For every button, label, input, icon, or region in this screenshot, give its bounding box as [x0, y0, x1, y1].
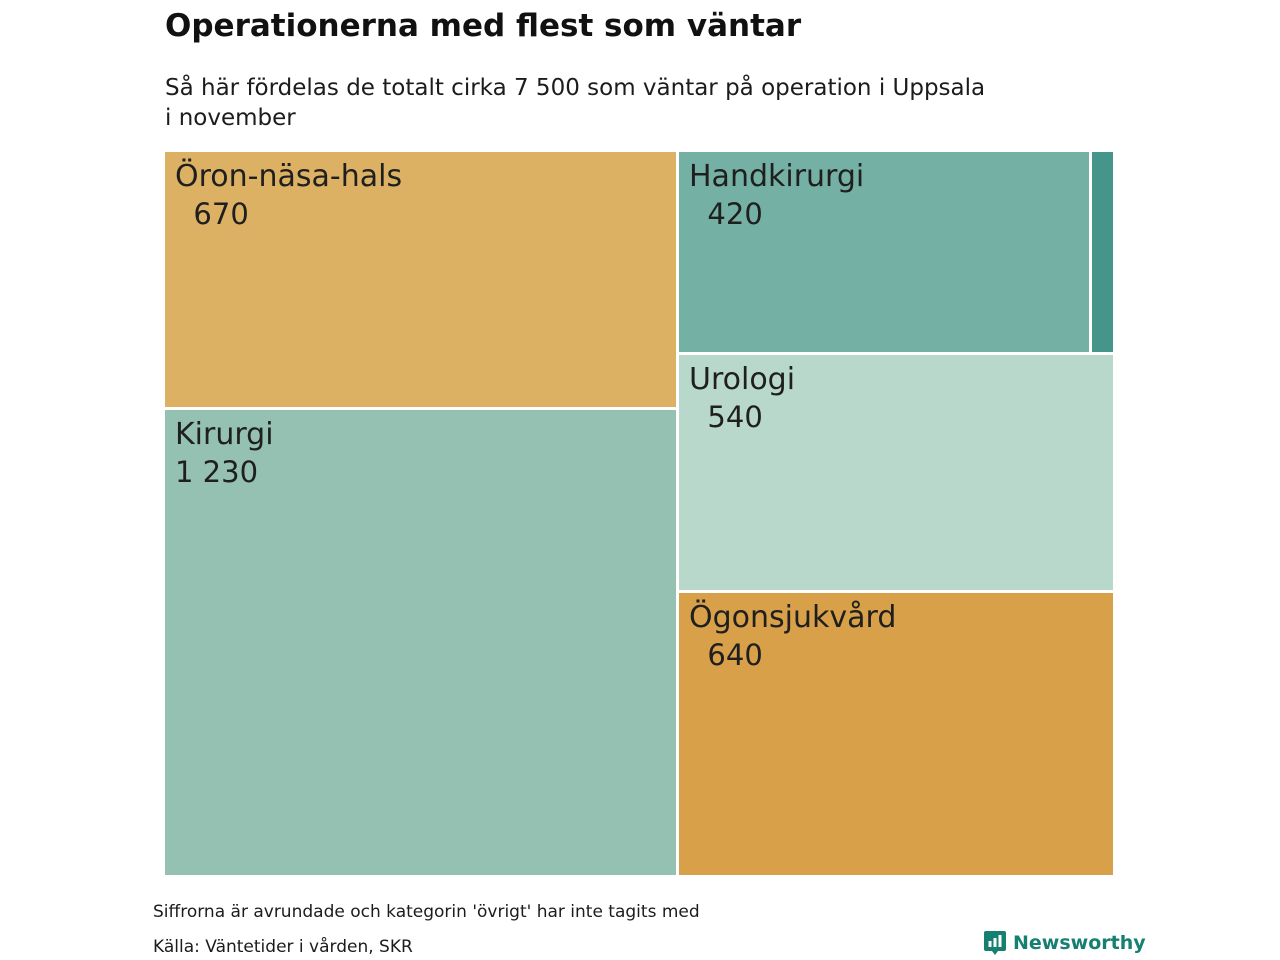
treemap-tile-handkirurgi: Handkirurgi 420	[679, 152, 1089, 352]
tile-label: Urologi	[689, 362, 796, 397]
tile-value: 1 230	[175, 454, 259, 489]
tile-value: 540	[689, 399, 763, 434]
newsworthy-brand-text: Newsworthy	[1013, 932, 1146, 954]
chart-source: Källa: Väntetider i vården, SKR	[153, 937, 413, 957]
tile-label: Kirurgi	[175, 417, 274, 452]
tile-value: 420	[689, 196, 763, 231]
tile-label: Ögonsjukvård	[689, 600, 897, 635]
treemap-tile-kirurgi: Kirurgi 1 230	[165, 410, 676, 875]
treemap-tile-ogonsjukvard: Ögonsjukvård 640	[679, 593, 1113, 875]
newsworthy-logo-icon	[984, 931, 1006, 955]
treemap-tile-urologi: Urologi 540	[679, 355, 1113, 590]
chart-footnote: Siffrorna är avrundade och kategorin 'öv…	[153, 902, 700, 922]
treemap-tile-oron-nasa-hals: Öron-näsa-hals 670	[165, 152, 676, 407]
tile-label: Öron-näsa-hals	[175, 159, 403, 194]
tile-value: 640	[689, 637, 763, 672]
treemap-chart: Öron-näsa-hals 670 Kirurgi 1 230 Handkir…	[165, 152, 1113, 875]
newsworthy-brand: Newsworthy	[984, 931, 1146, 955]
chart-title: Operationerna med flest som väntar	[165, 8, 802, 44]
treemap-tile-unlabeled-sliver	[1092, 152, 1113, 352]
chart-subtitle: Så här fördelas de totalt cirka 7 500 so…	[165, 75, 986, 131]
tile-value: 670	[175, 196, 249, 231]
tile-label: Handkirurgi	[689, 159, 865, 194]
